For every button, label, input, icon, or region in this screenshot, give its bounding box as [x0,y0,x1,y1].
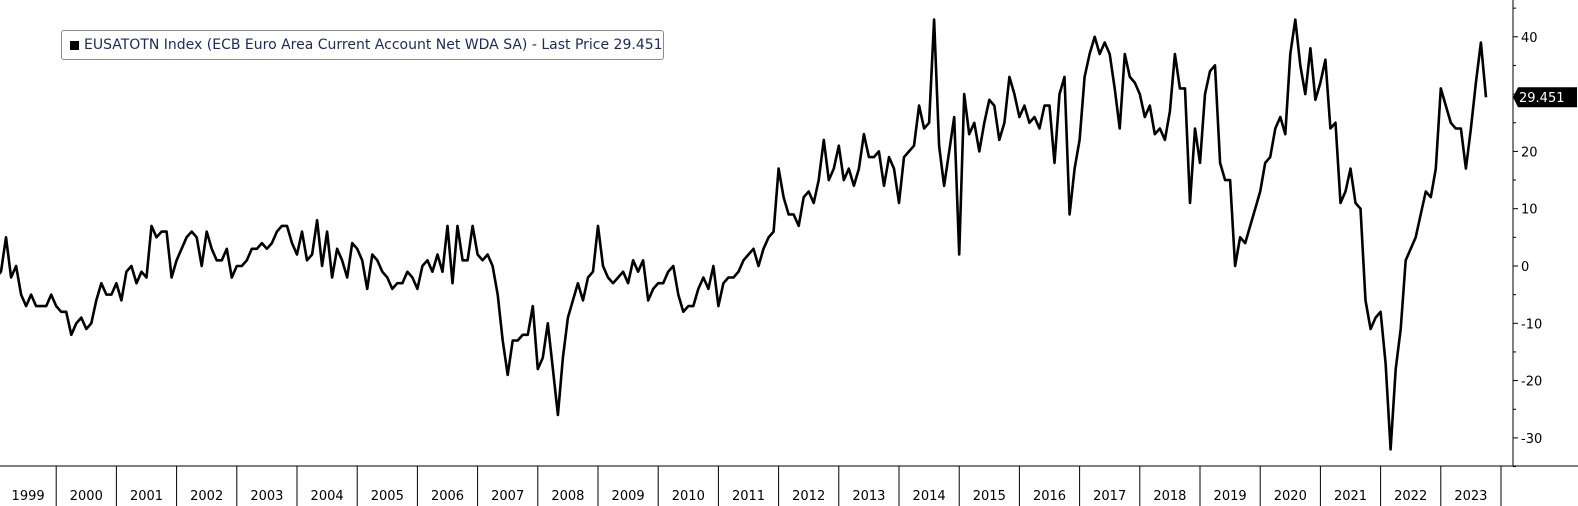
x-tick-label: 2014 [913,489,946,504]
x-tick-label: 2011 [732,489,765,504]
legend-last-value: 29.451 [609,37,663,53]
legend: EUSATOTN Index (ECB Euro Area Current Ac… [61,30,664,60]
x-tick-label: 2009 [612,489,645,504]
y-tick-label: -30 [1521,432,1542,447]
y-tick-label: -20 [1521,375,1542,390]
x-tick-label: 2013 [852,489,885,504]
x-tick-label: 2016 [1033,489,1066,504]
x-tick-label: 2012 [792,489,825,504]
x-tick-label: 2002 [190,489,223,504]
last-price-tag [1513,87,1577,108]
x-tick-label: 2000 [70,489,103,504]
y-tick-label: 40 [1521,31,1538,46]
legend-swatch-icon [70,40,79,50]
x-tick-label: 2003 [250,489,283,504]
x-tick-label: 2004 [311,489,344,504]
y-tick-label: 0 [1521,260,1529,275]
x-tick-label: 2005 [371,489,404,504]
x-tick-label: 2023 [1454,489,1487,504]
last-price-tag-label: 29.451 [1519,91,1565,106]
y-tick-label: -10 [1521,317,1542,332]
x-tick-label: 2006 [431,489,464,504]
x-tick-label: 2015 [973,489,1006,504]
x-tick-label: 2010 [672,489,705,504]
legend-label: EUSATOTN Index (ECB Euro Area Current Ac… [84,37,610,53]
y-tick-label: 20 [1521,145,1538,160]
x-tick-label: 2018 [1153,489,1186,504]
x-tick-label: 2007 [491,489,524,504]
x-tick-label: 2019 [1214,489,1247,504]
x-tick-label: 1999 [12,489,45,504]
x-tick-label: 2022 [1394,489,1427,504]
x-tick-label: 2001 [130,489,163,504]
y-tick-label: 10 [1521,203,1538,218]
x-tick-label: 2020 [1274,489,1307,504]
series-line [0,18,1488,451]
x-tick-label: 2017 [1093,489,1126,504]
x-tick-label: 2008 [551,489,584,504]
x-tick-label: 2021 [1334,489,1367,504]
